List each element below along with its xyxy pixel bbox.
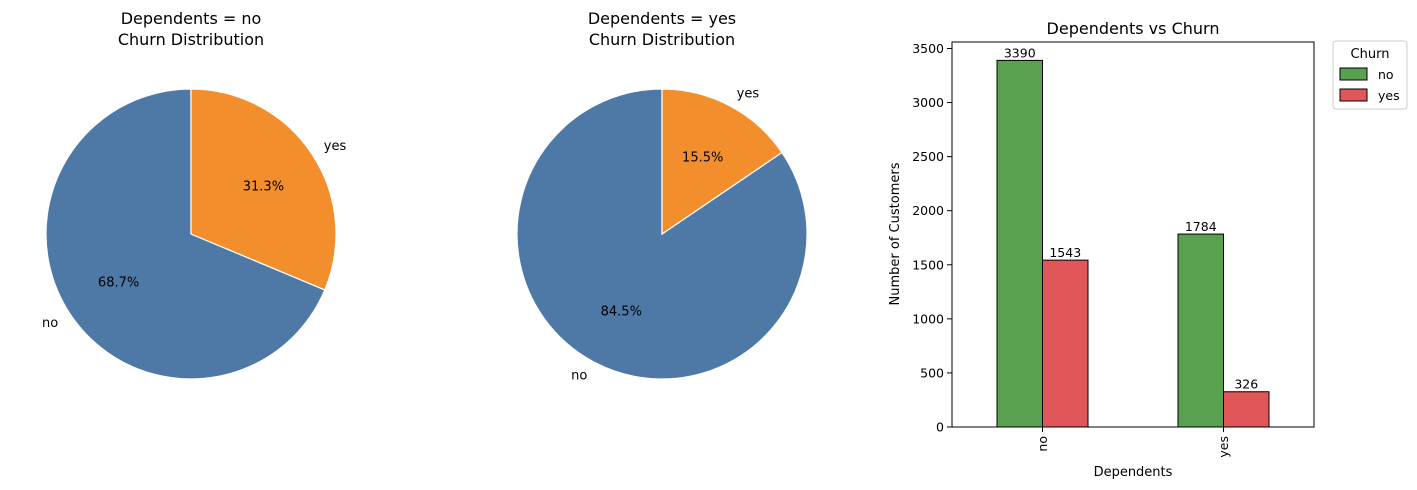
bar-value-label-yes-yes: 326 xyxy=(1234,377,1258,392)
pie-chart-dependents-no: Dependents = no Churn Distribution 68.7%… xyxy=(42,9,347,380)
pie2-pct-label-yes: 15.5% xyxy=(682,151,723,166)
bar-ylabel: Number of Customers xyxy=(888,162,903,305)
bar-yes-churn-yes xyxy=(1223,391,1270,428)
pie2-slice-label-no: no xyxy=(571,368,587,383)
legend-swatch-yes xyxy=(1339,88,1368,102)
xtick-label-no: no xyxy=(1035,436,1050,452)
bar-axes-frame xyxy=(951,41,1315,428)
bar-value-label-yes-no: 1784 xyxy=(1185,219,1217,234)
pie1-pct-label-yes: 31.3% xyxy=(243,179,284,194)
pie1-slice-no xyxy=(45,88,326,380)
ytick-label-2000: 2000 xyxy=(912,203,944,218)
bar-no-churn-yes xyxy=(1042,259,1089,428)
pie2-title-line2: Churn Distribution xyxy=(589,30,735,49)
bar-yes-churn-no xyxy=(1177,233,1224,428)
legend-label-no: no xyxy=(1378,67,1394,82)
pie2-slice-label-yes: yes xyxy=(737,87,760,102)
pie-chart-dependents-yes: Dependents = yes Churn Distribution 84.5… xyxy=(516,9,808,383)
pie2-pct-label-no: 84.5% xyxy=(601,304,642,319)
bar-xlabel: Dependents xyxy=(1094,465,1173,480)
pie1-slice-yes xyxy=(190,88,337,291)
pie2-title-line1: Dependents = yes xyxy=(588,9,736,28)
ytick-label-500: 500 xyxy=(920,365,944,380)
bar-value-label-no-yes: 1543 xyxy=(1049,245,1081,260)
ytick-label-3500: 3500 xyxy=(912,41,944,56)
bar-no-churn-no xyxy=(996,59,1043,428)
pie2-slice-yes xyxy=(661,88,783,236)
bar-title: Dependents vs Churn xyxy=(1047,19,1220,38)
ytick-label-1000: 1000 xyxy=(912,311,944,326)
pie1-slice-label-no: no xyxy=(42,316,58,331)
bar-chart-dependents-vs-churn: Dependents vs Churn 3390 1543 1784 326 0 500… xyxy=(888,19,1408,480)
legend-label-yes: yes xyxy=(1378,88,1400,103)
legend-swatch-no xyxy=(1339,67,1368,81)
bar-legend: Churn no yes xyxy=(1332,40,1408,110)
ytick-label-3000: 3000 xyxy=(912,95,944,110)
bar-value-label-no-no: 3390 xyxy=(1004,45,1036,60)
ytick-label-1500: 1500 xyxy=(912,257,944,272)
pie1-title-line1: Dependents = no xyxy=(121,9,262,28)
legend-title: Churn xyxy=(1351,47,1390,62)
ytick-label-2500: 2500 xyxy=(912,149,944,164)
pie1-title-line2: Churn Distribution xyxy=(118,30,264,49)
pie1-pct-label-no: 68.7% xyxy=(98,276,139,291)
ytick-label-0: 0 xyxy=(936,420,944,435)
xtick-label-yes: yes xyxy=(1216,436,1231,458)
pie1-slice-label-yes: yes xyxy=(324,139,347,154)
